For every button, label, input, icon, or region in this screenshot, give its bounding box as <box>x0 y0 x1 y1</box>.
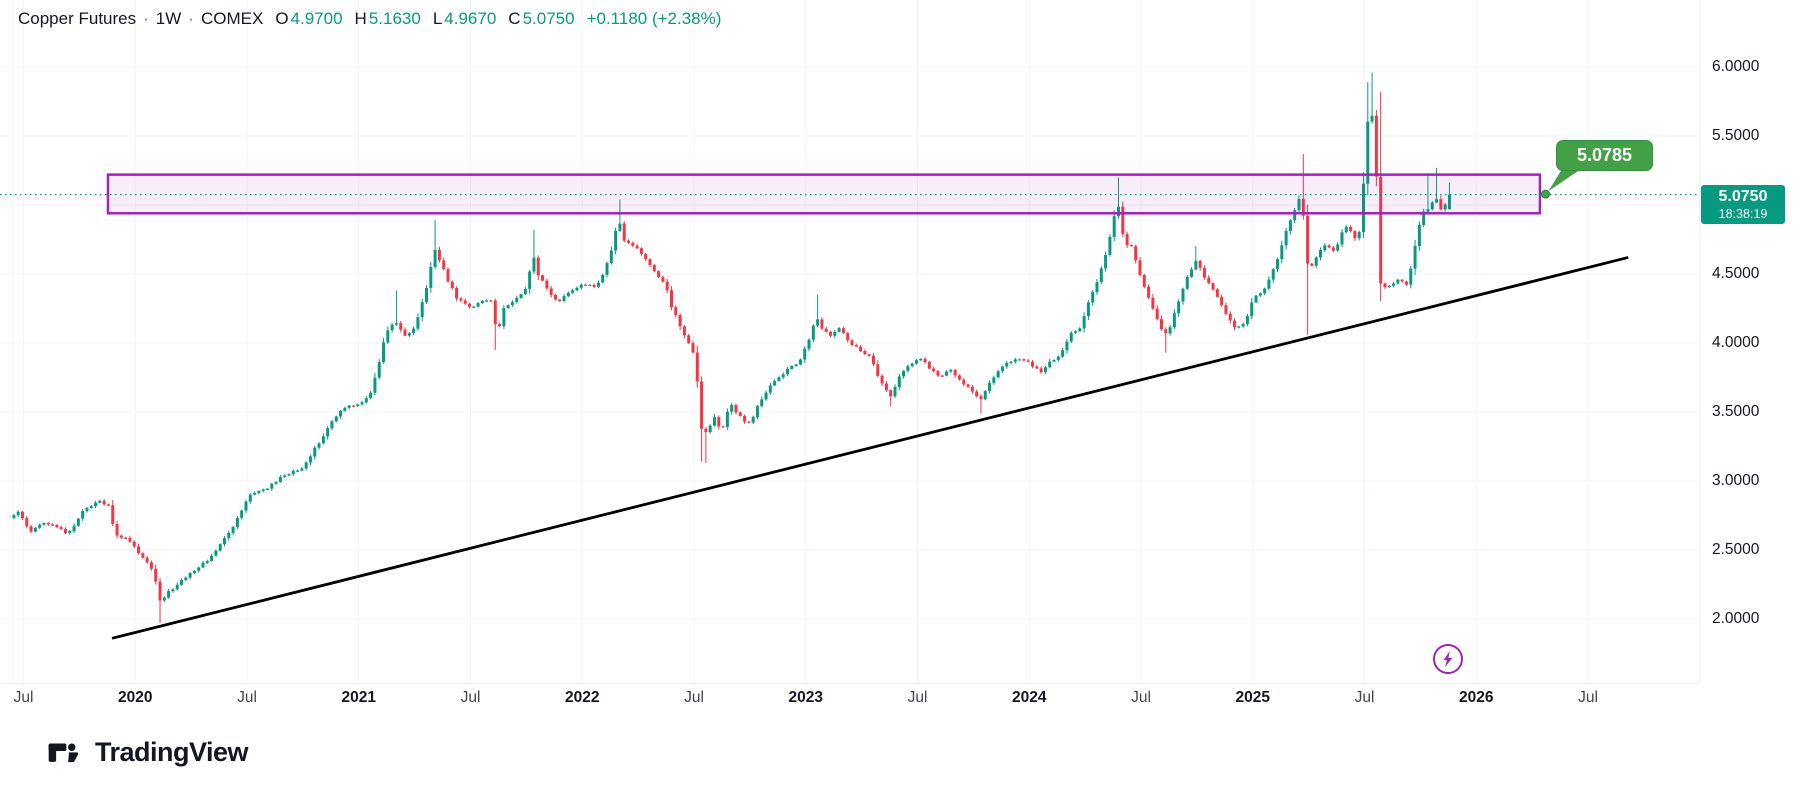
price-axis-tick: 5.5000 <box>1712 127 1760 144</box>
ohlc-close: C 5.0750 <box>508 9 575 28</box>
time-axis[interactable]: Jul 2020 Jul 2021 Jul 2022 Jul 2023 Jul 2024 Jul 20… <box>0 684 1803 718</box>
price-callout-pointer[interactable] <box>1541 169 1581 199</box>
symbol-legend[interactable]: Copper Futures · 1W · COMEX O 4.9700 H 5.1… <box>18 9 721 29</box>
price-axis-tick: 4.0000 <box>1712 334 1760 351</box>
separator: · <box>143 9 149 28</box>
time-axis-tick: Jul <box>1578 689 1598 706</box>
tradingview-logo[interactable]: TradingView <box>48 737 249 768</box>
price-axis-tick: 4.5000 <box>1712 265 1760 282</box>
ohlc-open: O 4.9700 <box>275 9 343 28</box>
price-axis-tick: 2.5000 <box>1712 541 1760 558</box>
price-axis-tick: 3.5000 <box>1712 403 1760 420</box>
ohlc-low: L 4.9670 <box>432 9 497 28</box>
price-callout[interactable]: 5.0785 <box>1556 140 1653 171</box>
last-price-value: 5.0750 <box>1718 188 1768 205</box>
time-axis-tick: 2023 <box>788 689 823 706</box>
trendline[interactable] <box>111 256 1629 640</box>
interval-label: 1W <box>155 9 182 28</box>
last-price-badge: 5.0750 18:38:19 <box>1701 185 1785 224</box>
time-axis-tick: Jul <box>1131 689 1151 706</box>
time-axis-tick: Jul <box>907 689 928 706</box>
exchange-label: COMEX <box>200 9 264 28</box>
time-axis-tick: Jul <box>460 689 481 706</box>
price-change: +0.1180 (+2.38%) <box>586 9 722 28</box>
tradingview-logo-text: TradingView <box>95 737 249 767</box>
price-axis-tick: 6.0000 <box>1712 58 1760 75</box>
resistance-zone[interactable] <box>106 173 1542 215</box>
symbol-name: Copper Futures <box>18 9 137 28</box>
time-axis-tick: 2021 <box>341 689 376 706</box>
candles-layer <box>12 72 1451 624</box>
time-axis-tick: 2024 <box>1012 689 1047 706</box>
gridlines <box>0 0 1700 684</box>
lightning-bolt-icon <box>1443 650 1453 668</box>
lightning-button[interactable] <box>1433 644 1463 674</box>
price-axis[interactable]: 6.0000 5.5000 4.5000 4.0000 3.5000 3.0000 2.50… <box>1700 0 1803 684</box>
time-axis-tick: Jul <box>1354 689 1375 706</box>
tradingview-logo-icon <box>48 743 79 762</box>
time-axis-tick: Jul <box>13 689 34 706</box>
price-axis-tick: 3.0000 <box>1712 472 1760 489</box>
time-axis-tick: 2022 <box>565 689 600 706</box>
time-axis-tick: 2020 <box>118 689 153 706</box>
price-axis-tick: 2.0000 <box>1712 610 1760 627</box>
bar-close-countdown: 18:38:19 <box>1718 207 1768 221</box>
separator: · <box>188 9 194 28</box>
symbol-title[interactable]: Copper Futures · 1W · COMEX <box>18 9 263 29</box>
ohlc-high: H 5.1630 <box>354 9 421 28</box>
time-axis-tick: 2025 <box>1235 689 1270 706</box>
time-axis-tick: 2026 <box>1459 689 1494 706</box>
time-axis-tick: Jul <box>684 689 704 706</box>
time-axis-tick: Jul <box>237 689 257 706</box>
